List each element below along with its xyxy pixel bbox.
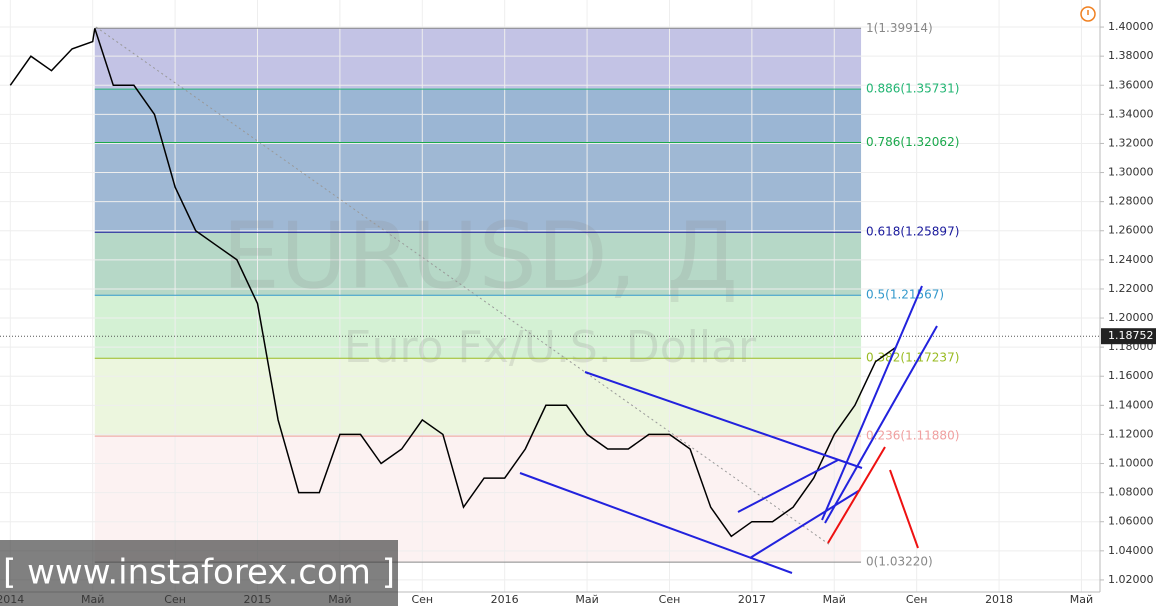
channel-line: [824, 325, 938, 524]
fib-label: 0.786(1.32062): [866, 135, 959, 149]
y-tick-label: 1.12000: [1108, 427, 1154, 440]
fib-band: [94, 89, 862, 143]
y-tick-label: 1.02000: [1108, 573, 1154, 586]
fib-label: 0(1.03220): [866, 555, 933, 569]
x-tick-label: Сен: [906, 593, 928, 606]
y-tick-label: 1.34000: [1108, 107, 1154, 120]
last-price-label: 1.18752: [1108, 329, 1154, 342]
channel-line: [737, 459, 839, 513]
y-tick-label: 1.28000: [1108, 195, 1154, 208]
y-tick-label: 1.36000: [1108, 78, 1154, 91]
axes: 1.02000 1.04000 1.06000 1.08000 1.10000 1.120…: [0, 20, 1156, 606]
alert-icon[interactable]: [1080, 6, 1096, 22]
plot: 1(1.39914) 0.886(1.35731) 0.786(1.32062) 0.…: [0, 21, 1100, 569]
y-tick-label: 1.22000: [1108, 282, 1154, 295]
watermark-text: [ www.instaforex.com ]: [3, 553, 395, 593]
y-tick-label: 1.32000: [1108, 136, 1154, 149]
red-lines: [827, 446, 919, 549]
x-tick-label: Сен: [411, 593, 433, 606]
y-tick-label: 1.06000: [1108, 515, 1154, 528]
x-tick-label: 2018: [985, 593, 1013, 606]
x-tick-label: Сен: [659, 593, 681, 606]
x-tick-label: Май: [1070, 593, 1093, 606]
x-tick-label: Май: [823, 593, 846, 606]
fib-band: [94, 232, 862, 296]
fib-label: 0.618(1.25897): [866, 225, 959, 239]
y-tick-label: 1.24000: [1108, 253, 1154, 266]
channel-line: [584, 371, 863, 469]
channel-line: [519, 472, 793, 574]
red-line: [889, 469, 919, 549]
x-tick-label: Май: [575, 593, 598, 606]
fib-label: 0.236(1.11880): [866, 429, 959, 443]
red-line: [827, 446, 886, 544]
fib-band: [94, 28, 862, 90]
channel-line: [749, 489, 861, 559]
y-tick-label: 1.16000: [1108, 369, 1154, 382]
x-tick-label: 2017: [738, 593, 766, 606]
y-tick-label: 1.30000: [1108, 166, 1154, 179]
fib-label: 0.886(1.35731): [866, 82, 959, 96]
last-price-box: [1101, 328, 1156, 345]
y-tick-label: 1.20000: [1108, 311, 1154, 324]
trend-lines: [519, 285, 938, 574]
watermark-title: EURUSD, Д: [222, 202, 738, 309]
y-axis-panel: [1100, 0, 1156, 609]
y-tick-label: 1.10000: [1108, 457, 1154, 470]
y-tick-label: 1.40000: [1108, 20, 1154, 33]
price-line: [9, 28, 897, 538]
y-tick-label: 1.14000: [1108, 398, 1154, 411]
channel-line: [821, 285, 923, 521]
fib-band: [94, 295, 862, 359]
fib-label: 0.5(1.21567): [866, 288, 944, 302]
fib-label: 1(1.39914): [866, 21, 933, 35]
y-tick-label: 1.08000: [1108, 486, 1154, 499]
x-tick-label: 2016: [491, 593, 519, 606]
y-tick-label: 1.26000: [1108, 224, 1154, 237]
fib-band: [94, 142, 862, 233]
y-tick-label: 1.04000: [1108, 544, 1154, 557]
watermark-box: [0, 540, 398, 606]
y-tick-label: 1.38000: [1108, 49, 1154, 62]
